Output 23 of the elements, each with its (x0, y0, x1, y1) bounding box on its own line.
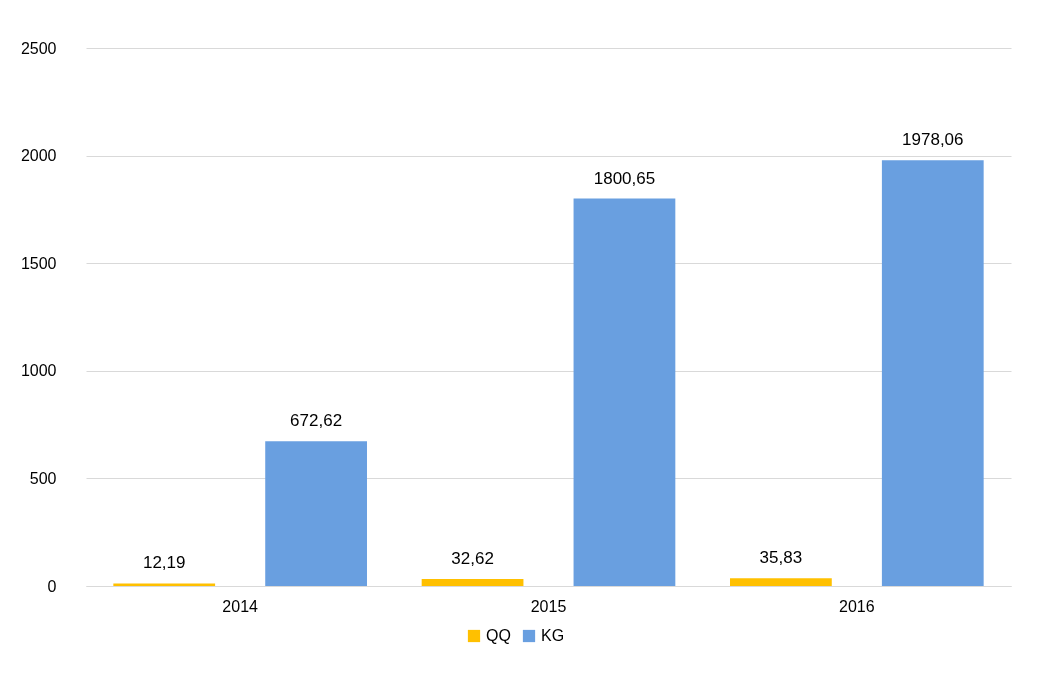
bar (881, 160, 984, 586)
legend-label: QQ (486, 627, 511, 644)
x-tick-label: 2015 (530, 597, 567, 615)
bar (113, 583, 216, 586)
data-label: 1800,65 (593, 168, 656, 188)
data-label: 32,62 (451, 548, 494, 568)
bar (265, 441, 367, 586)
data-label: 1978,06 (902, 130, 964, 150)
data-label: 12,19 (142, 553, 186, 573)
x-tick-label: 2014 (222, 597, 259, 615)
data-label: 35,83 (759, 548, 803, 568)
y-tick-label: 1000 (20, 362, 57, 380)
y-tick-label: 2500 (20, 39, 57, 57)
y-tick-label: 1500 (20, 254, 57, 272)
bar (573, 198, 676, 586)
x-tick-label: 2016 (839, 597, 875, 615)
y-tick-label: 500 (29, 469, 57, 487)
y-tick-label: 2000 (20, 147, 57, 165)
data-label: 672,62 (290, 411, 343, 431)
y-tick-label: 0 (47, 577, 57, 595)
bar (730, 578, 832, 586)
bar (421, 578, 524, 586)
legend-label: KG (541, 627, 565, 644)
